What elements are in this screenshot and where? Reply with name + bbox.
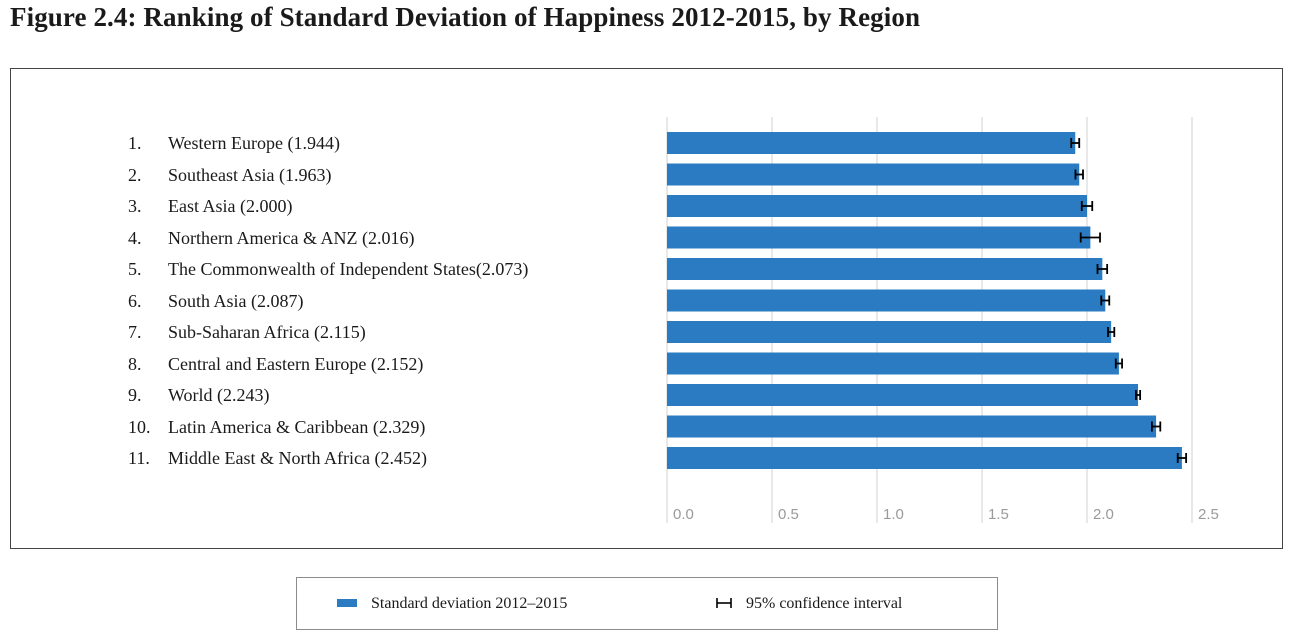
bar [667,289,1106,312]
category-label: World (2.243) [168,385,270,405]
legend-bar-swatch [337,599,357,608]
category-rank: 1. [128,133,142,153]
chart-legend: Standard deviation 2012–2015 95% confide… [296,577,998,630]
figure-title: Figure 2.4: Ranking of Standard Deviatio… [10,2,921,32]
error-bar [1074,169,1084,180]
category-rank: 11. [128,448,150,468]
x-tick-label: 2.5 [1198,506,1219,523]
category-label: Sub-Saharan Africa (2.115) [168,322,366,342]
category-label: Middle East & North Africa (2.452) [168,448,427,468]
category-label: Western Europe (1.944) [168,133,340,153]
category-label: Southeast Asia (1.963) [168,164,332,185]
category-rank: 10. [128,416,151,437]
bar [667,447,1182,469]
legend-ci-label: 95% confidence interval [746,595,903,612]
category-rank: 3. [128,196,142,216]
category-label: South Asia (2.087) [168,290,304,311]
error-bar [1150,421,1162,432]
x-tick-label: 0.5 [778,506,799,523]
category-rank: 4. [128,227,142,248]
bar [667,163,1080,186]
category-label: East Asia (2.000) [168,196,293,216]
category-rank: 2. [128,164,142,185]
category-rank: 6. [128,290,142,311]
error-bar [1070,138,1081,148]
bar [667,195,1087,217]
error-bar [1135,390,1142,400]
x-tick-label: 1.0 [883,506,904,523]
bar [667,384,1139,406]
legend-bar-label: Standard deviation 2012–2015 [371,595,568,612]
bar-chart-plot: 0.0 0.5 1.0 1.5 2.0 2.5 [666,117,1219,523]
bar [667,226,1091,249]
chart-frame: 1. Western Europe (1.944) 2. Southeast Asia… [10,68,1283,549]
error-bar [1100,295,1111,306]
bar [667,258,1103,280]
error-bar [1107,327,1116,337]
category-rank: 9. [128,385,142,405]
error-bar [1176,453,1188,463]
x-tick-label: 0.0 [673,506,694,523]
x-tick-label: 1.5 [988,506,1009,523]
category-rank: 5. [128,259,142,279]
category-rank: 8. [128,353,142,374]
bar [667,352,1119,375]
bar [667,321,1112,343]
error-bar [1080,201,1094,211]
category-label: The Commonwealth of Independent States(2… [168,259,529,279]
legend-item-ci: 95% confidence interval [714,578,902,629]
bar [667,415,1157,438]
category-label: Northern America & ANZ (2.016) [168,227,415,248]
error-bar [1096,264,1109,274]
x-tick-label: 2.0 [1093,506,1114,523]
error-bar [1114,358,1123,369]
errorbar-icon [716,598,732,609]
category-rank: 7. [128,322,142,342]
bar [667,132,1076,154]
category-label: Central and Eastern Europe (2.152) [168,353,424,374]
legend-item-bar: Standard deviation 2012–2015 [337,578,567,629]
error-bar [1079,232,1101,243]
category-label: Latin America & Caribbean (2.329) [168,416,426,437]
